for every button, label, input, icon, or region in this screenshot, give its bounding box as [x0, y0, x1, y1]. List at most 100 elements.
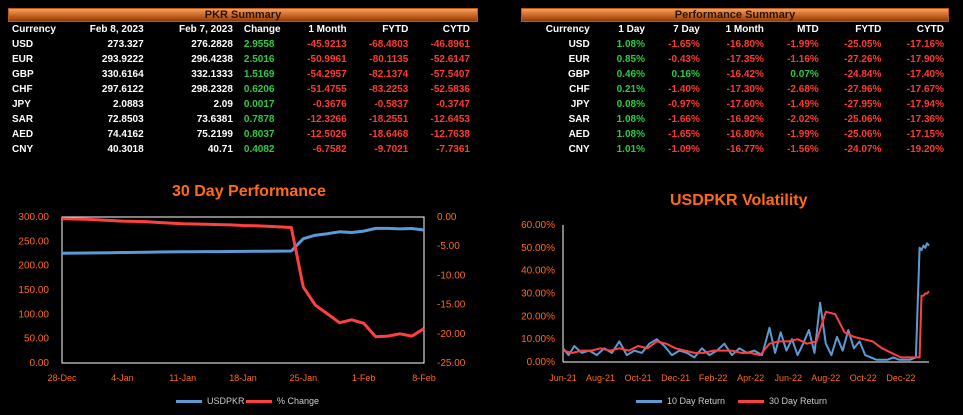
- perf-header-3: 1 Month: [725, 24, 764, 35]
- performance-summary-table: Performance Summary Currency 1 Day 7 Day 1 …: [521, 8, 949, 157]
- y-left-tick-label: 250.00: [18, 236, 49, 247]
- perf-cell: -16.92%: [726, 114, 764, 125]
- y-right-tick-label: 0.00: [437, 212, 457, 223]
- pkr-cell: 297.6122: [101, 84, 144, 95]
- pkr-cell: CNY: [12, 144, 34, 155]
- x-tick-label: 8-Feb: [412, 373, 436, 383]
- table-row: SAR 1.08% -1.66% -16.92% -2.02% -25.06% -17.36…: [521, 112, 949, 127]
- pkr-cell: 40.71: [207, 144, 233, 155]
- y-right-tick-label: -20.00: [437, 329, 466, 340]
- pkr-cell: -18.6468: [368, 129, 409, 140]
- pkr-summary-title: PKR Summary: [8, 8, 478, 22]
- y-tick-label: 40.00%: [521, 266, 555, 277]
- pkr-header-3: Change: [243, 24, 281, 35]
- table-row: USD 273.327 276.2828 2.9558 -45.9213 -68.4803…: [8, 37, 478, 52]
- pkr-cell: JPY: [12, 99, 31, 110]
- legend-usdpkr: USDPKR: [176, 396, 245, 406]
- table-row: AED 74.4162 75.2199 0.8037 -12.5026 -18.6468 -…: [8, 127, 478, 142]
- pkr-cell: 0.7878: [243, 114, 275, 125]
- pkr-cell: 2.0883: [113, 99, 144, 110]
- perf-cell: -24.84%: [844, 69, 882, 80]
- pkr-header-4: 1 Month: [308, 24, 347, 35]
- x-tick-label: Dec-21: [661, 373, 690, 383]
- perf-cell: 0.16%: [671, 69, 700, 80]
- pkr-cell: -6.7582: [312, 144, 347, 155]
- perf-cell: -17.94%: [906, 99, 944, 110]
- x-tick-label: 4-Jan: [111, 373, 134, 383]
- x-tick-label: Jun-22: [774, 373, 802, 383]
- y-tick-label: 50.00%: [521, 243, 555, 254]
- series-line-usdpkr: [61, 226, 425, 255]
- perf-cell: -1.65%: [668, 129, 700, 140]
- x-tick-label: 11-Jan: [169, 373, 196, 383]
- pkr-cell: 2.9558: [243, 39, 275, 50]
- pkr-cell: -9.7021: [374, 144, 409, 155]
- series-line-pct-change: [61, 217, 425, 339]
- y-left-tick-label: 200.00: [18, 261, 49, 272]
- perf-cell: -17.16%: [906, 39, 944, 50]
- legend-10-day-swatch: [636, 399, 662, 403]
- pkr-header-1: Feb 8, 2023: [89, 24, 144, 35]
- perf-cell: -16.80%: [726, 129, 764, 140]
- pkr-cell: 332.1333: [191, 69, 233, 80]
- pkr-cell: 0.6206: [243, 84, 275, 95]
- pkr-cell: -52.5836: [430, 84, 470, 95]
- perf-cell: AED: [568, 129, 590, 140]
- y-tick-label: 10.00%: [521, 334, 555, 345]
- perf-cell: -1.56%: [787, 144, 819, 155]
- perf-cell: -1.66%: [668, 114, 700, 125]
- perf-header-2: 7 Day: [673, 24, 700, 35]
- pkr-cell: -46.8961: [430, 39, 470, 50]
- perf-cell: -25.06%: [844, 114, 882, 125]
- x-tick-label: Aug-21: [586, 373, 615, 383]
- pkr-cell: -51.4755: [307, 84, 347, 95]
- perf-cell: -1.49%: [787, 99, 819, 110]
- perf-header-1: 1 Day: [618, 24, 645, 35]
- pkr-header-5: FYTD: [382, 24, 409, 35]
- perf-cell: SAR: [568, 114, 590, 125]
- pkr-header-6: CYTD: [442, 24, 470, 35]
- pkr-cell: 0.0017: [243, 99, 275, 110]
- pkr-cell: 0.4082: [243, 144, 275, 155]
- perf-cell: -17.36%: [906, 114, 944, 125]
- perf-cell: EUR: [568, 54, 590, 65]
- x-tick-label: 25-Jan: [290, 373, 318, 383]
- y-right-tick-label: -25.00: [437, 358, 466, 369]
- pkr-cell: 75.2199: [196, 129, 233, 140]
- legend-10-day: 10 Day Return: [636, 396, 725, 406]
- pkr-cell: -82.1374: [368, 69, 409, 80]
- perf-cell: -1.09%: [668, 144, 700, 155]
- perf-cell: 0.85%: [616, 54, 645, 65]
- perf-cell: -1.99%: [787, 129, 819, 140]
- y-right-tick-label: -10.00: [437, 270, 466, 281]
- pkr-cell: 72.8503: [107, 114, 144, 125]
- pkr-cell: 293.9222: [101, 54, 144, 65]
- pkr-cell: -12.5026: [307, 129, 347, 140]
- perf-cell: -27.26%: [844, 54, 882, 65]
- perf-cell: -17.60%: [726, 99, 764, 110]
- y-left-tick-label: 300.00: [18, 212, 49, 223]
- perf-cell: 0.08%: [616, 99, 645, 110]
- pkr-header-0: Currency: [12, 24, 56, 35]
- chart-volatility-title: USDPKR Volatility: [670, 192, 808, 209]
- plot-area-30-day: [61, 216, 425, 364]
- perf-cell: CHF: [569, 84, 590, 95]
- perf-cell: CNY: [568, 144, 590, 155]
- pkr-cell: -12.6453: [430, 114, 470, 125]
- series-line-10-day-return: [562, 242, 930, 361]
- perf-cell: -17.15%: [906, 129, 944, 140]
- pkr-cell: 273.327: [107, 39, 144, 50]
- perf-cell: -25.05%: [844, 39, 882, 50]
- pkr-cell: -52.6147: [430, 54, 470, 65]
- pkr-cell: 296.4238: [191, 54, 233, 65]
- pkr-cell: GBP: [12, 69, 34, 80]
- x-tick-label: Feb-22: [699, 373, 728, 383]
- table-row: AED 1.08% -1.65% -16.80% -1.99% -25.06% -17.15…: [521, 127, 949, 142]
- pkr-cell: -45.9213: [307, 39, 347, 50]
- perf-cell: -0.43%: [668, 54, 700, 65]
- y-tick-label: 30.00%: [521, 289, 555, 300]
- perf-cell: -27.96%: [844, 84, 882, 95]
- table-row: CNY 40.3018 40.71 0.4082 -6.7582 -9.7021 -7.73…: [8, 142, 478, 157]
- y-right-tick-label: -15.00: [437, 300, 466, 311]
- perf-cell: -25.06%: [844, 129, 882, 140]
